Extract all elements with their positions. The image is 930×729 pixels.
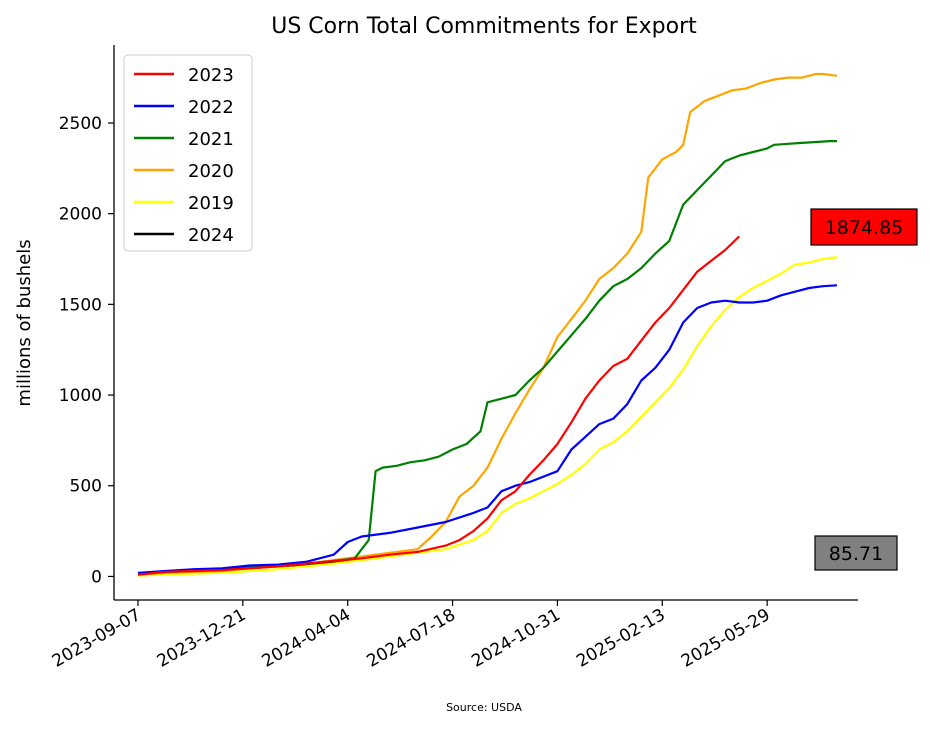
series-line-2023 [137, 235, 740, 576]
legend-label: 2023 [188, 65, 234, 86]
y-axis-label: millions of bushels [14, 239, 35, 406]
y-tick-label: 2000 [59, 205, 102, 225]
x-tick-label: 2025-02-13 [573, 605, 669, 672]
legend-label: 2024 [188, 225, 234, 246]
legend-label: 2019 [188, 193, 234, 214]
y-tick-label: 0 [91, 567, 102, 587]
chart-title: US Corn Total Commitments for Export [271, 14, 697, 39]
value-callout-box [814, 535, 898, 571]
y-tick-label: 1000 [59, 386, 102, 406]
legend-label: 2020 [188, 161, 234, 182]
callouts: 1874.85 85.71 [810, 208, 918, 571]
series-line-2019 [137, 256, 838, 577]
legend-label: 2021 [188, 129, 234, 150]
y-tick-label: 500 [70, 477, 102, 497]
y-tick-label: 2500 [59, 114, 102, 134]
x-tick-label: 2023-12-21 [154, 605, 250, 672]
series-line-2022 [137, 284, 838, 574]
x-tick-label: 2024-04-04 [259, 605, 355, 672]
plot-lines [137, 72, 838, 577]
y-tick-label: 1500 [59, 295, 102, 315]
x-tick-label: 2024-07-18 [363, 605, 459, 672]
x-tick-label: 2023-09-07 [49, 605, 145, 672]
value-callout-label: 1874.85 [825, 217, 904, 239]
x-tick-label: 2025-05-29 [678, 605, 774, 672]
legend: 2023 2022 2021 2020 2019 2024 [123, 54, 253, 252]
x-tick-label: 2024-10-31 [468, 605, 564, 672]
value-callout-label: 85.71 [829, 543, 883, 565]
legend-label: 2022 [188, 97, 234, 118]
value-callout-box [810, 208, 918, 246]
source-note: Source: USDA [446, 701, 522, 714]
axes [113, 45, 858, 601]
